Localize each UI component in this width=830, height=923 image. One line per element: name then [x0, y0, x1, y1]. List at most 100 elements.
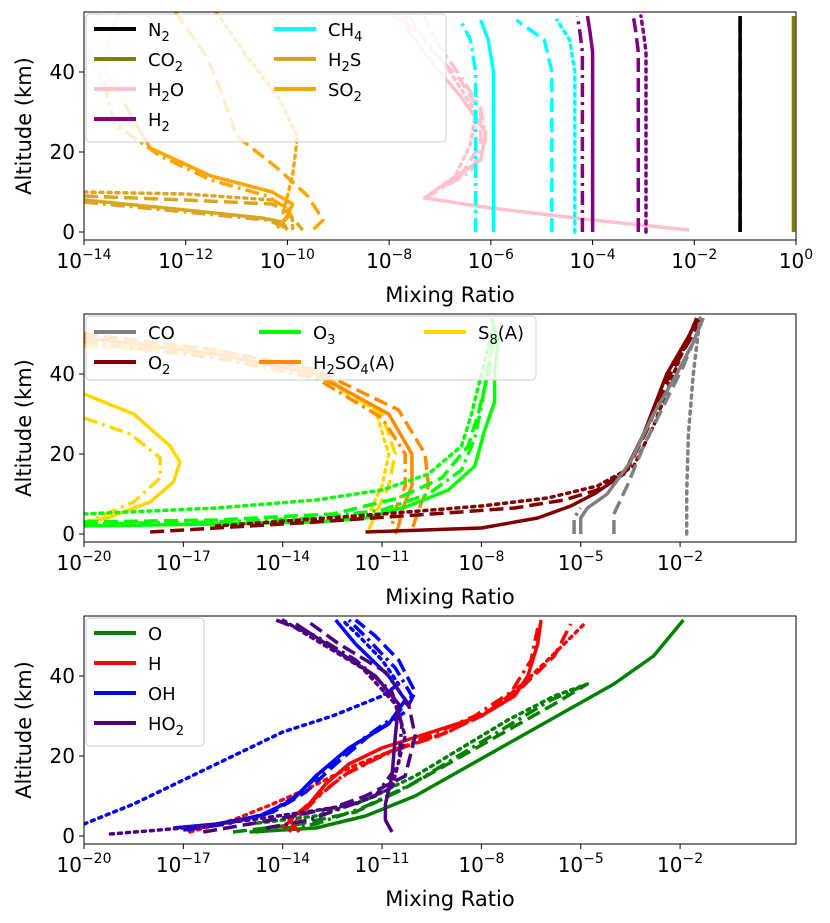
series-line-h2s-dot — [84, 190, 295, 232]
x-tick-label: 10−2 — [657, 549, 703, 575]
legend-entry: SO2 — [274, 80, 362, 105]
series-line-h-dash — [281, 623, 573, 830]
series-line-oh-dash — [186, 618, 417, 832]
series-line-co-dashdot — [572, 507, 583, 534]
legend-entry: O — [94, 624, 162, 645]
x-tick-label: 10−8 — [458, 549, 504, 575]
series-line-h-dashdot — [287, 627, 540, 833]
series-line-oh-dashdot — [183, 618, 414, 832]
series-line-o3-dashdot — [84, 325, 497, 526]
y-tick-label: 0 — [62, 824, 75, 848]
series-line-o-dash — [232, 682, 589, 834]
x-tick-label: 10−5 — [558, 549, 604, 575]
x-tick-label: 10−4 — [570, 247, 616, 273]
legend-label: O2 — [148, 353, 170, 378]
series-line-ch4-solid — [479, 19, 496, 232]
legend-entry: H2S — [274, 50, 361, 75]
series-line-so2-dot — [214, 12, 300, 218]
series-line-ch4-dash — [515, 18, 554, 232]
legend-label: O3 — [313, 323, 335, 348]
series-line-ho2-dashdot — [265, 618, 404, 830]
chart-panel-2: 10−20 10−17 10−14 10−11 10−8 10−5 10−202040Mix… — [12, 313, 797, 609]
x-axis-label: Mixing Ratio — [385, 887, 514, 911]
y-tick-label: 20 — [50, 442, 75, 466]
series-line-h2-dashdot — [575, 15, 585, 232]
axes-frame — [83, 11, 797, 241]
x-tick-label: 10−14 — [255, 549, 310, 575]
x-axis-label: Mixing Ratio — [385, 585, 514, 609]
series-line-ch4-dot — [555, 18, 577, 234]
legend-label: H2S — [328, 50, 361, 75]
legend-entry: CH4 — [274, 20, 362, 45]
legend-box — [85, 315, 537, 381]
chart-panel-1: 10−14 10−12 10−10 10−8 10−6 10−4 10−2 100 0 20 40 M… — [12, 11, 813, 307]
series-line-co-solid — [578, 317, 705, 534]
x-tick-label: 10−11 — [355, 851, 410, 877]
legend-label: HO2 — [148, 714, 184, 739]
series-line-h2-solid — [585, 15, 595, 232]
series-line-co-dot — [684, 316, 702, 536]
x-tick-label: 10−14 — [255, 851, 310, 877]
x-tick-label: 10−14 — [57, 247, 112, 273]
y-axis-label: Altitude (km) — [12, 57, 36, 195]
x-tick-label: 10−17 — [156, 549, 211, 575]
legend-label: CO2 — [148, 50, 183, 75]
series-line-o-dot — [247, 682, 590, 826]
series-line-h-solid — [287, 619, 543, 834]
series-line-h2-dash — [631, 15, 641, 232]
legend-entry: H — [94, 654, 162, 675]
chart-panel-3: 10−20 10−17 10−14 10−11 10−8 10−5 10−202040Mix… — [12, 615, 797, 911]
series-line-o-solid — [249, 618, 685, 834]
series-line-co-dash — [612, 317, 705, 534]
x-tick-label: 10−2 — [657, 851, 703, 877]
x-tick-label: 10−20 — [57, 549, 112, 575]
series-line-o3-dot — [84, 332, 494, 516]
x-tick-label: 10−20 — [57, 851, 112, 877]
legend-entry: O2 — [94, 353, 170, 378]
legend-box — [85, 617, 205, 747]
y-tick-label: 40 — [50, 362, 75, 386]
x-tick-label: 10−5 — [558, 851, 604, 877]
series-line-h2-dot — [639, 14, 648, 234]
x-tick-label: 10−12 — [158, 247, 213, 273]
legend-label: CO — [148, 323, 175, 344]
legend-label: H2 — [148, 110, 170, 135]
axes-frame — [83, 615, 797, 845]
series-group — [84, 618, 685, 836]
series-line-h2so4-a--dashdot — [84, 340, 407, 527]
x-tick-label: 10−8 — [366, 247, 412, 273]
legend: OH OH HO2 — [85, 617, 205, 747]
series-line-h2s-solid — [84, 198, 289, 231]
x-tick-label: 10−17 — [156, 851, 211, 877]
x-axis-label: Mixing Ratio — [385, 283, 514, 307]
series-line-s8-a--dashdot — [84, 416, 162, 524]
series-line-o-dashdot — [255, 682, 589, 834]
series-line-s8-a--solid — [84, 392, 182, 524]
legend-label: H2SO4(A) — [313, 353, 395, 378]
x-tick-label: 10−6 — [468, 247, 514, 273]
legend-label: S8(A) — [478, 323, 524, 348]
series-line-ho2-dash — [202, 618, 417, 834]
legend-entry: CO2 — [94, 50, 183, 75]
legend-label: SO2 — [328, 80, 362, 105]
legend-entry: HO2 — [94, 714, 184, 739]
x-tick-label: 10−2 — [671, 247, 717, 273]
y-tick-label: 20 — [50, 140, 75, 164]
legend-label: O — [148, 624, 162, 645]
y-tick-label: 40 — [50, 60, 75, 84]
series-line-s8-a--dot — [84, 336, 391, 516]
legend-label: H2O — [148, 80, 184, 105]
legend-label: N2 — [148, 20, 170, 45]
axes-frame — [83, 313, 797, 543]
x-tick-label: 10−10 — [260, 247, 315, 273]
legend-entry: O3 — [259, 323, 335, 348]
legend-entry: N2 — [94, 20, 170, 45]
y-tick-label: 20 — [50, 744, 75, 768]
legend: CO O2 O3 H2SO4(A) S8(A) — [85, 315, 537, 381]
x-tick-label: 10−8 — [458, 851, 504, 877]
legend-entry: CO — [94, 323, 175, 344]
legend-entry: H2O — [94, 80, 184, 105]
series-line-h2s-dashdot — [84, 200, 289, 232]
y-tick-label: 0 — [62, 220, 75, 244]
